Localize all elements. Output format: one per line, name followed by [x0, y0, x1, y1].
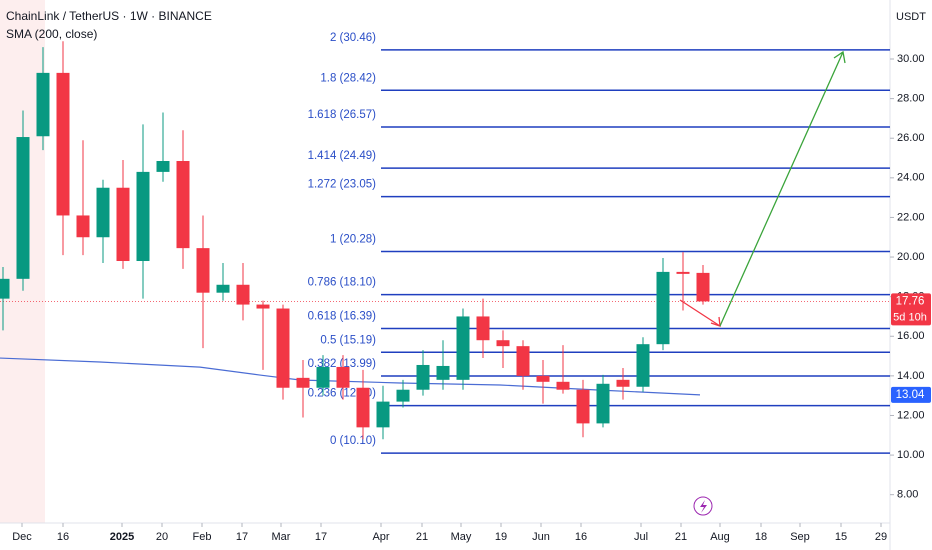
candle-body	[16, 137, 30, 279]
y-tick-label: 24.00	[897, 172, 925, 184]
fib-label: 2 (30.46)	[330, 32, 376, 44]
fib-label: 1.8 (28.42)	[320, 72, 376, 84]
x-tick-label: 21	[675, 531, 687, 543]
y-tick-label: 16.00	[897, 330, 925, 342]
candle-body	[336, 366, 350, 388]
fib-label: 0 (10.10)	[330, 435, 376, 447]
candle-body	[56, 72, 70, 216]
down-arrow	[679, 299, 721, 327]
y-tick-label: 28.00	[897, 93, 925, 105]
candle-body	[496, 340, 510, 347]
x-tick-label: Jun	[532, 531, 550, 543]
x-tick-label: 18	[755, 531, 767, 543]
candle-body	[616, 379, 630, 387]
price-tag-label: 13.04	[896, 389, 925, 401]
fib-label: 1 (20.28)	[330, 234, 376, 246]
x-tick-label: 15	[835, 531, 847, 543]
x-tick-label: 17	[236, 531, 248, 543]
candle-body	[576, 389, 590, 424]
candle-body	[516, 346, 530, 376]
x-tick-label: 20	[156, 531, 168, 543]
y-tick-label: 22.00	[897, 211, 925, 223]
currency: USDT	[896, 11, 926, 23]
candle-body	[156, 160, 170, 172]
chart-title: ChainLink / TetherUS · 1W · BINANCE	[6, 9, 212, 23]
y-tick-label: 8.00	[897, 489, 918, 501]
fib-label: 0.786 (18.10)	[308, 277, 377, 289]
candle-body	[196, 248, 210, 293]
candle-body	[676, 271, 690, 274]
x-tick-label: Aug	[710, 531, 730, 543]
candle-body	[656, 271, 670, 345]
candle-body	[456, 316, 470, 380]
candle-body	[76, 215, 90, 238]
fib-label: 0.618 (16.39)	[308, 311, 377, 323]
price-tag-label: 17.76	[896, 295, 925, 307]
price-tag	[891, 293, 931, 326]
candle-body	[376, 401, 390, 428]
y-tick-label: 14.00	[897, 370, 925, 382]
candle-body	[256, 304, 270, 309]
candle-body	[596, 383, 610, 424]
y-tick-label: 30.00	[897, 53, 925, 65]
x-tick-label: Sep	[790, 531, 810, 543]
x-tick-label: 29	[875, 531, 887, 543]
x-tick-label: May	[451, 531, 472, 543]
candle-body	[636, 344, 650, 387]
x-tick-label: 16	[57, 531, 69, 543]
candle-body	[356, 387, 370, 428]
candle-body	[96, 187, 110, 238]
candle-body	[216, 284, 230, 293]
candle-body	[116, 187, 130, 262]
x-tick-label: Feb	[193, 531, 212, 543]
up-arrow	[719, 51, 844, 327]
x-tick-label: 19	[495, 531, 507, 543]
candle-body	[296, 377, 310, 388]
y-tick-label: 26.00	[897, 132, 925, 144]
candle-body	[476, 316, 490, 341]
x-tick-label: Jul	[634, 531, 648, 543]
candle-body	[536, 375, 550, 382]
x-tick-label: 2025	[110, 531, 134, 543]
x-tick-label: Dec	[12, 531, 32, 543]
candle-body	[136, 171, 150, 262]
fib-label: 1.618 (26.57)	[308, 109, 377, 121]
candle-body	[316, 366, 330, 388]
up-arrow-head	[833, 50, 846, 64]
candle-body	[396, 389, 410, 402]
candle-body	[176, 160, 190, 249]
indicator-label: SMA (200, close)	[6, 27, 97, 41]
x-tick-label: 16	[575, 531, 587, 543]
x-tick-label: Mar	[272, 531, 291, 543]
x-tick-label: Apr	[372, 531, 389, 543]
y-tick-label: 20.00	[897, 251, 925, 263]
candle-body	[416, 364, 430, 390]
candle-body	[436, 365, 450, 380]
y-tick-label: 12.00	[897, 409, 925, 421]
y-tick-label: 10.00	[897, 449, 925, 461]
x-tick-label: 17	[315, 531, 327, 543]
candle-body	[236, 284, 250, 305]
fib-label: 1.272 (23.05)	[308, 179, 377, 191]
fib-label: 0.5 (15.19)	[320, 334, 376, 346]
countdown: 5d 10h	[893, 311, 927, 323]
fib-label: 1.414 (24.49)	[308, 150, 377, 162]
candle-body	[556, 381, 570, 390]
x-tick-label: 21	[416, 531, 428, 543]
candle-body	[36, 72, 50, 137]
price-tag	[891, 386, 931, 403]
candle-body	[0, 278, 10, 299]
candle-body	[696, 272, 710, 302]
lightning	[700, 500, 707, 513]
candle-body	[276, 308, 290, 388]
